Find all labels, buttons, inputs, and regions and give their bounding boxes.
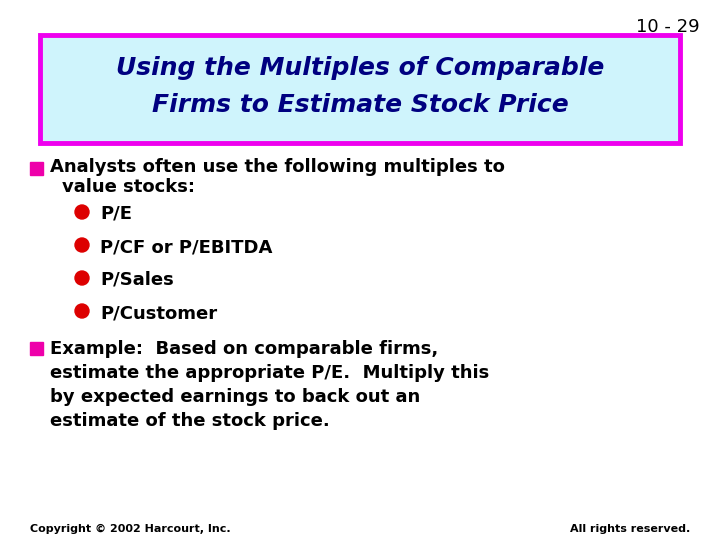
Text: P/E: P/E <box>100 205 132 223</box>
Text: P/Customer: P/Customer <box>100 304 217 322</box>
Circle shape <box>75 238 89 252</box>
Text: 10 - 29: 10 - 29 <box>636 18 700 36</box>
Bar <box>30 162 43 175</box>
FancyBboxPatch shape <box>40 35 680 143</box>
Bar <box>30 342 43 355</box>
Text: estimate the appropriate P/E.  Multiply this: estimate the appropriate P/E. Multiply t… <box>50 364 490 382</box>
Text: Copyright © 2002 Harcourt, Inc.: Copyright © 2002 Harcourt, Inc. <box>30 524 230 534</box>
Circle shape <box>75 304 89 318</box>
Text: P/CF or P/EBITDA: P/CF or P/EBITDA <box>100 238 272 256</box>
Circle shape <box>75 205 89 219</box>
Text: value stocks:: value stocks: <box>62 178 195 196</box>
Text: Analysts often use the following multiples to: Analysts often use the following multipl… <box>50 158 505 176</box>
Text: All rights reserved.: All rights reserved. <box>570 524 690 534</box>
Text: Firms to Estimate Stock Price: Firms to Estimate Stock Price <box>152 93 568 117</box>
Circle shape <box>75 271 89 285</box>
Text: estimate of the stock price.: estimate of the stock price. <box>50 412 330 430</box>
Text: P/Sales: P/Sales <box>100 271 174 289</box>
Text: Example:  Based on comparable firms,: Example: Based on comparable firms, <box>50 340 438 358</box>
Text: by expected earnings to back out an: by expected earnings to back out an <box>50 388 420 406</box>
Text: Using the Multiples of Comparable: Using the Multiples of Comparable <box>116 56 604 80</box>
